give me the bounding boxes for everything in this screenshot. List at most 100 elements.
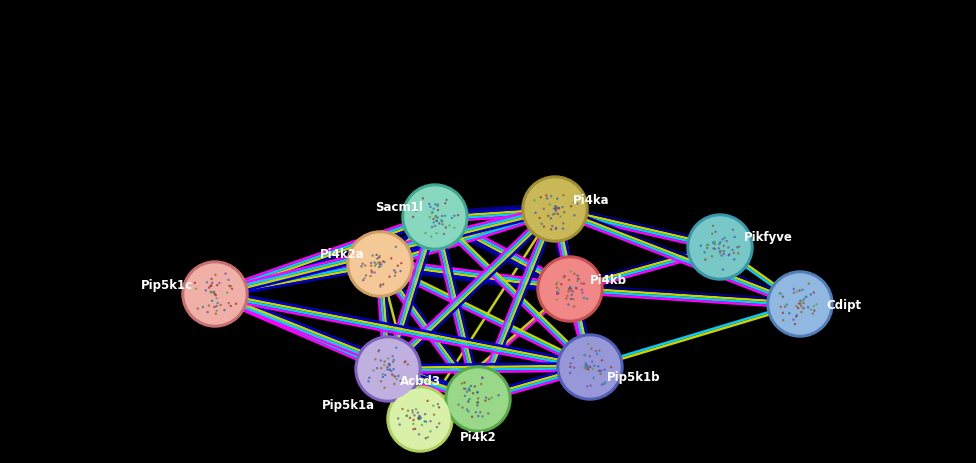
Point	[195, 304, 211, 311]
Point	[472, 409, 488, 416]
Point	[223, 302, 238, 310]
Point	[428, 230, 444, 238]
Point	[386, 381, 402, 388]
Point	[386, 358, 401, 366]
Point	[578, 352, 593, 360]
Point	[550, 211, 566, 218]
Point	[434, 218, 450, 225]
Point	[558, 295, 574, 303]
Point	[789, 303, 804, 310]
Point	[788, 321, 803, 328]
Point	[353, 263, 369, 270]
Point	[473, 381, 489, 388]
Point	[388, 344, 404, 352]
Point	[377, 259, 392, 266]
Point	[551, 286, 567, 294]
Point	[555, 274, 571, 282]
Point	[423, 418, 438, 425]
Point	[376, 281, 391, 288]
Point	[374, 261, 389, 269]
Point	[590, 363, 606, 370]
Point	[364, 268, 380, 275]
Point	[375, 374, 390, 381]
Point	[782, 310, 797, 317]
Point	[576, 281, 591, 288]
Point	[697, 249, 712, 257]
Point	[437, 200, 453, 207]
Point	[547, 206, 562, 213]
Point	[791, 305, 806, 312]
Point	[719, 238, 735, 245]
Point	[793, 303, 809, 310]
Point	[699, 242, 714, 249]
Point	[793, 300, 808, 308]
Point	[577, 364, 592, 372]
Text: Pi4ka: Pi4ka	[573, 193, 609, 206]
Point	[369, 251, 385, 259]
Point	[390, 263, 406, 270]
Point	[458, 385, 473, 393]
Point	[540, 195, 555, 203]
Point	[773, 290, 789, 298]
Point	[428, 218, 444, 225]
Point	[712, 245, 727, 253]
Point	[217, 307, 232, 314]
Point	[207, 291, 223, 298]
Point	[387, 373, 403, 381]
Point	[399, 412, 415, 419]
Point	[706, 245, 721, 253]
Point	[491, 392, 507, 399]
Point	[532, 215, 548, 222]
Point	[559, 293, 575, 300]
Point	[373, 263, 388, 270]
Point	[199, 279, 215, 287]
Point	[594, 381, 610, 388]
Point	[204, 275, 220, 283]
Point	[579, 365, 594, 372]
Point	[426, 206, 441, 213]
Point	[533, 194, 549, 201]
Point	[390, 372, 406, 380]
Point	[469, 402, 485, 409]
Point	[570, 275, 586, 282]
Point	[568, 284, 584, 292]
Point	[560, 301, 576, 308]
Point	[204, 280, 220, 287]
Point	[228, 300, 244, 308]
Point	[436, 231, 452, 238]
Point	[592, 370, 608, 378]
Point	[368, 356, 384, 363]
Point	[363, 263, 379, 270]
Point	[450, 212, 466, 219]
Point	[562, 363, 578, 371]
Point	[466, 390, 481, 397]
Point	[444, 215, 460, 222]
Circle shape	[347, 232, 413, 297]
Point	[356, 275, 372, 282]
Point	[392, 377, 408, 385]
Point	[713, 248, 729, 255]
Point	[367, 263, 383, 270]
Point	[431, 220, 447, 228]
Point	[377, 362, 392, 369]
Point	[585, 366, 600, 373]
Point	[562, 284, 578, 292]
Circle shape	[537, 257, 603, 322]
Point	[720, 244, 736, 251]
Point	[386, 366, 401, 373]
Point	[555, 220, 571, 227]
Point	[571, 276, 587, 283]
Point	[408, 208, 424, 215]
Point	[704, 253, 719, 260]
Point	[427, 411, 442, 419]
Circle shape	[402, 185, 468, 250]
Point	[806, 307, 822, 314]
Point	[358, 272, 374, 280]
Point	[368, 261, 384, 268]
Point	[551, 205, 567, 212]
Point	[412, 415, 427, 423]
Point	[469, 399, 485, 406]
Point	[484, 394, 500, 401]
Point	[795, 300, 811, 307]
Circle shape	[445, 366, 511, 432]
